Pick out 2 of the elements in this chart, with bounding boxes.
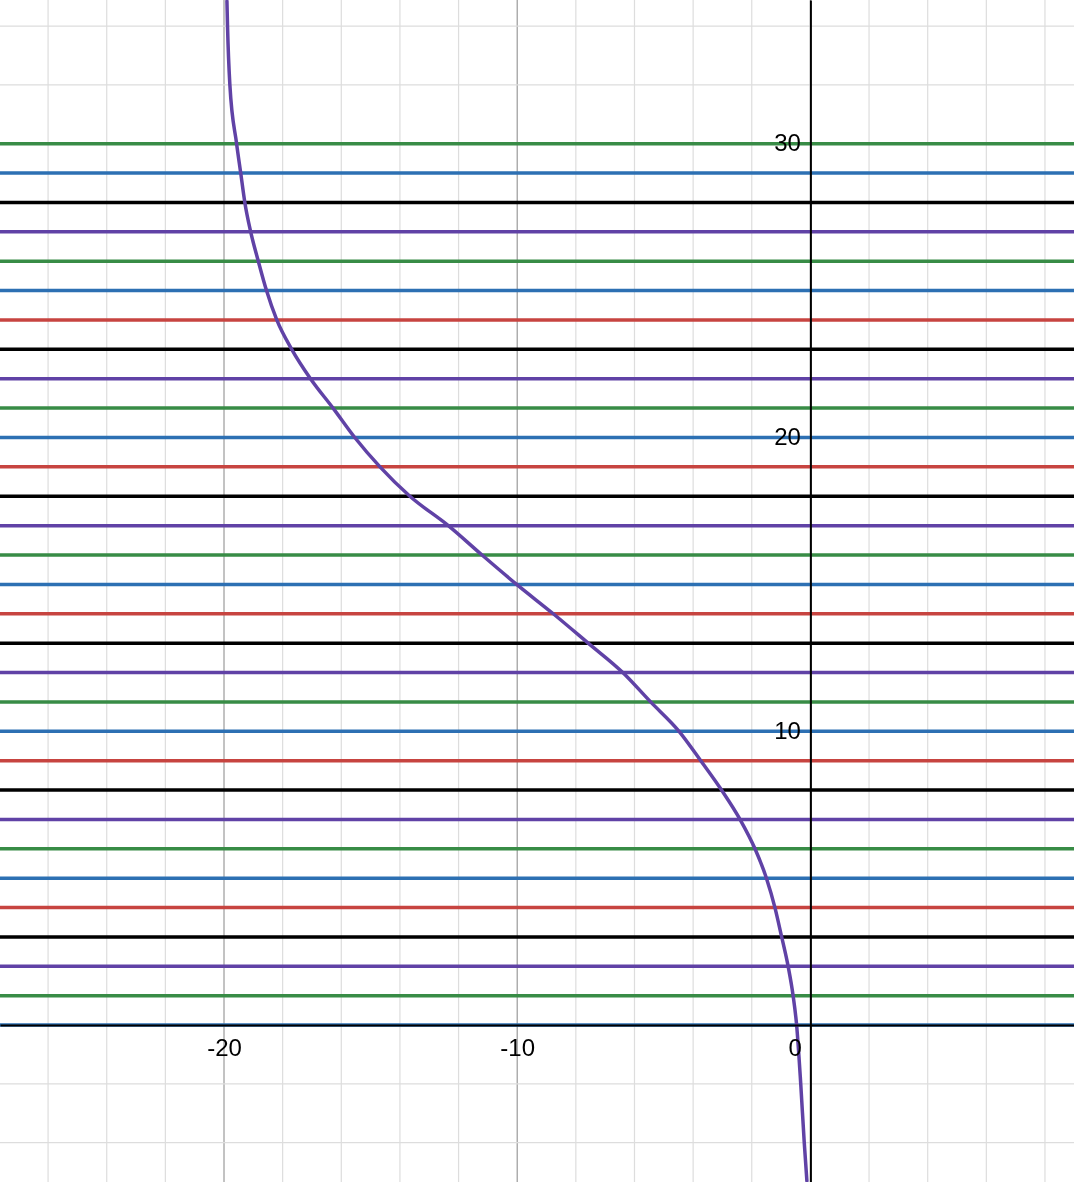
x-tick-label: -10 [500,1033,536,1061]
x-tick-label: -20 [207,1033,242,1061]
